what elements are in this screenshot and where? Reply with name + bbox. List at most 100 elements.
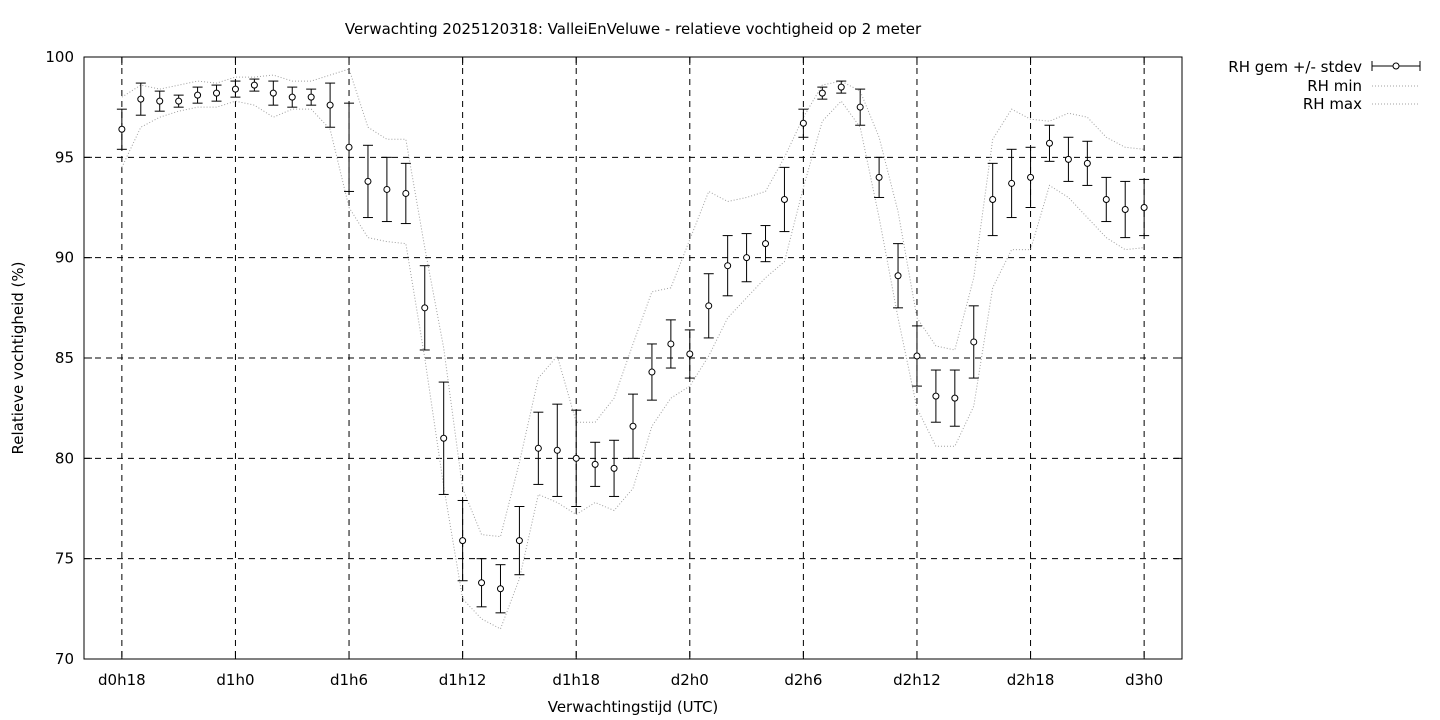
data-point: [628, 393, 638, 459]
mean-marker: [780, 195, 788, 203]
mean-marker: [288, 93, 296, 101]
grid: [84, 57, 1182, 659]
mean-marker: [591, 460, 599, 468]
mean-marker: [610, 464, 618, 472]
series-rh-min-line: [121, 100, 1145, 630]
data-point: [211, 84, 222, 102]
mean-marker: [250, 81, 258, 89]
mean-marker: [1102, 195, 1110, 203]
mean-marker: [534, 444, 542, 452]
y-tick-label: 95: [55, 148, 74, 166]
legend-sample-mean: [1371, 61, 1421, 71]
mean-marker: [553, 446, 561, 454]
data-point: [855, 88, 866, 126]
y-tick-label: 80: [55, 449, 74, 467]
data-point: [1006, 148, 1017, 219]
x-tick-label: d2h6: [784, 671, 822, 689]
mean-marker: [213, 89, 221, 97]
data-point: [476, 558, 487, 608]
data-point: [722, 235, 733, 297]
data-point: [1063, 136, 1074, 182]
legend-label-mean: RH gem +/- stdev: [1228, 58, 1362, 76]
mean-marker: [837, 83, 845, 91]
data-point: [249, 78, 260, 92]
mean-marker: [686, 350, 694, 358]
data-point: [1025, 146, 1036, 208]
chart-title: Verwachting 2025120318: ValleiEnVeluwe -…: [345, 20, 922, 38]
mean-marker: [743, 254, 751, 262]
data-point: [874, 156, 885, 198]
min-max-lines: [121, 68, 1145, 630]
data-point: [1120, 180, 1131, 239]
legend: RH gem +/- stdev RH min RH max: [1228, 58, 1421, 113]
data-point: [268, 80, 279, 106]
mean-marker: [137, 95, 145, 103]
error-bar-series: [116, 78, 1150, 614]
mean-marker: [989, 195, 997, 203]
x-tick-label: d1h0: [216, 671, 254, 689]
series-rh-max-line: [121, 68, 1145, 538]
mean-marker: [1140, 204, 1148, 211]
mean-marker: [364, 177, 372, 185]
data-point: [665, 319, 676, 369]
mean-marker: [724, 262, 732, 270]
mean-marker: [478, 579, 486, 587]
y-tick-label: 75: [55, 550, 74, 568]
data-point: [438, 381, 449, 495]
mean-marker: [118, 125, 126, 133]
mean-marker: [326, 101, 334, 109]
mean-marker: [269, 89, 277, 97]
axis-ticks: 70 75 80 85 90 95 100 d0h18 d1h0 d1h6 d1h12 d1h18 d2…: [45, 48, 1182, 689]
x-tick-label: d1h18: [552, 671, 600, 689]
mean-marker: [799, 119, 807, 127]
y-tick-label: 90: [55, 249, 74, 267]
mean-marker: [440, 434, 448, 442]
mean-marker: [1008, 179, 1016, 187]
x-tick-label: d3h0: [1125, 671, 1163, 689]
data-point: [1044, 124, 1055, 162]
legend-label-min: RH min: [1307, 77, 1362, 95]
data-point: [684, 329, 695, 379]
data-point: [173, 94, 184, 108]
x-tick-label: d0h18: [98, 671, 146, 689]
data-point: [760, 225, 771, 263]
x-tick-label: d2h18: [1007, 671, 1055, 689]
data-point: [552, 403, 563, 497]
data-point: [495, 564, 506, 614]
data-point: [968, 305, 979, 379]
mean-marker: [667, 340, 675, 348]
mean-marker: [194, 91, 202, 99]
data-point: [400, 162, 411, 225]
data-point: [609, 439, 620, 497]
mean-marker: [629, 422, 637, 430]
data-point: [381, 156, 392, 223]
x-axis-label: Verwachtingstijd (UTC): [548, 698, 719, 716]
data-point: [325, 82, 336, 128]
data-point: [930, 369, 941, 423]
data-point: [154, 90, 165, 112]
mean-marker: [175, 97, 183, 105]
mean-marker: [932, 392, 940, 400]
data-point: [571, 409, 582, 507]
mean-marker: [572, 454, 580, 462]
data-point: [1139, 178, 1150, 237]
data-point: [590, 441, 601, 487]
plot-frame: [83, 56, 1183, 660]
data-point: [457, 499, 468, 582]
mean-marker: [383, 185, 391, 193]
y-tick-label: 70: [55, 650, 74, 668]
data-point: [817, 86, 828, 100]
data-point: [344, 102, 355, 192]
mean-marker: [402, 189, 410, 197]
data-point: [893, 243, 904, 309]
data-point: [116, 108, 127, 150]
data-point: [703, 273, 714, 339]
data-point: [798, 108, 809, 138]
data-point: [192, 86, 203, 104]
x-tick-label: d2h12: [893, 671, 941, 689]
mean-marker: [856, 103, 864, 111]
mean-marker: [1027, 173, 1035, 181]
data-point: [419, 265, 430, 351]
mean-marker: [894, 272, 902, 280]
